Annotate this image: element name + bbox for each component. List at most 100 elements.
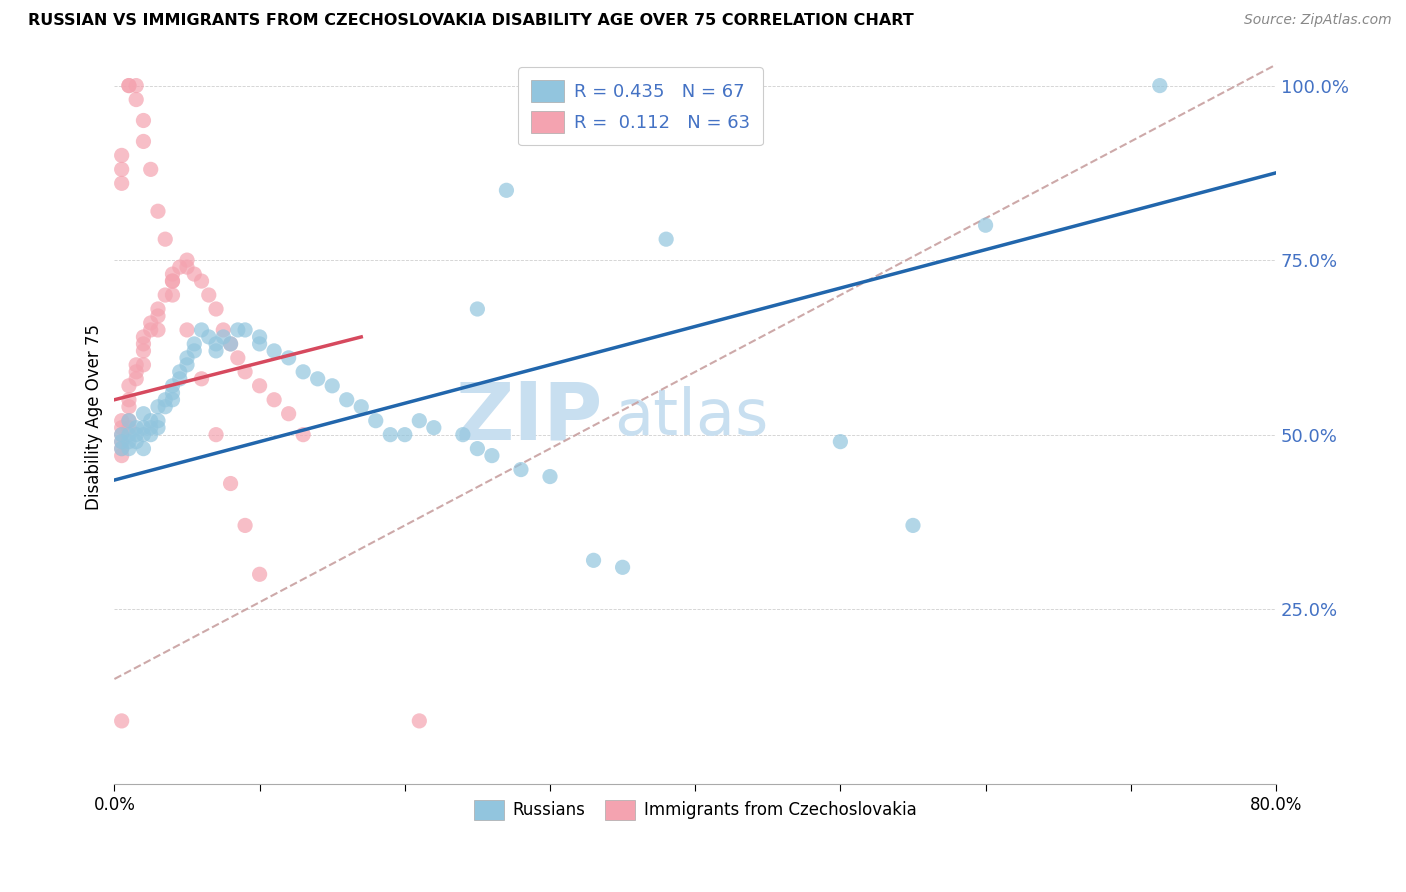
Point xyxy=(132,343,155,358)
Point xyxy=(162,274,184,288)
Point xyxy=(408,714,430,728)
Point xyxy=(321,379,343,393)
Legend: Russians, Immigrants from Czechoslovakia: Russians, Immigrants from Czechoslovakia xyxy=(467,793,922,827)
Point xyxy=(146,309,169,323)
Point xyxy=(162,385,184,400)
Point xyxy=(162,392,184,407)
Point xyxy=(132,427,155,442)
Point xyxy=(155,232,177,246)
Point xyxy=(132,330,155,344)
Point xyxy=(249,330,271,344)
Point xyxy=(111,714,134,728)
Point xyxy=(481,449,503,463)
Point xyxy=(467,442,489,456)
Point xyxy=(146,414,169,428)
Point xyxy=(111,177,134,191)
Point xyxy=(197,330,219,344)
Point xyxy=(118,78,141,93)
Point xyxy=(219,337,242,351)
Point xyxy=(233,518,256,533)
Point xyxy=(111,148,134,162)
Point xyxy=(111,442,134,456)
Point xyxy=(219,337,242,351)
Point xyxy=(169,372,191,386)
Point xyxy=(212,323,235,337)
Point xyxy=(205,301,228,316)
Point xyxy=(162,267,184,281)
Point xyxy=(139,420,162,434)
Point xyxy=(125,365,148,379)
Point xyxy=(205,337,228,351)
Point xyxy=(118,414,141,428)
Point xyxy=(125,420,148,434)
Point xyxy=(212,330,235,344)
Point xyxy=(582,553,605,567)
Point xyxy=(233,323,256,337)
Point xyxy=(495,183,517,197)
Point xyxy=(380,427,402,442)
Point xyxy=(118,400,141,414)
Point xyxy=(125,372,148,386)
Point xyxy=(226,351,249,365)
Point xyxy=(118,414,141,428)
Point xyxy=(111,427,134,442)
Point xyxy=(118,427,141,442)
Point xyxy=(139,323,162,337)
Point xyxy=(510,462,533,476)
Point xyxy=(408,414,430,428)
Point xyxy=(364,414,387,428)
Point xyxy=(169,365,191,379)
Point xyxy=(233,365,256,379)
Point xyxy=(146,400,169,414)
Point xyxy=(176,323,198,337)
Point xyxy=(205,427,228,442)
Point xyxy=(139,427,162,442)
Text: atlas: atlas xyxy=(614,386,768,448)
Point xyxy=(183,343,205,358)
Point xyxy=(132,135,155,149)
Point xyxy=(132,420,155,434)
Point xyxy=(155,392,177,407)
Point xyxy=(155,400,177,414)
Point xyxy=(974,218,997,232)
Point xyxy=(132,407,155,421)
Point xyxy=(292,365,315,379)
Point xyxy=(1149,78,1171,93)
Point xyxy=(226,323,249,337)
Point xyxy=(292,427,315,442)
Point xyxy=(146,204,169,219)
Point xyxy=(125,427,148,442)
Point xyxy=(183,337,205,351)
Point xyxy=(146,323,169,337)
Point xyxy=(139,414,162,428)
Point xyxy=(111,162,134,177)
Text: Source: ZipAtlas.com: Source: ZipAtlas.com xyxy=(1244,13,1392,28)
Point xyxy=(307,372,329,386)
Point xyxy=(125,434,148,449)
Point xyxy=(830,434,852,449)
Y-axis label: Disability Age Over 75: Disability Age Over 75 xyxy=(86,324,103,510)
Point xyxy=(118,434,141,449)
Point xyxy=(155,288,177,302)
Point xyxy=(118,420,141,434)
Point xyxy=(467,301,489,316)
Point xyxy=(162,288,184,302)
Point xyxy=(118,78,141,93)
Point xyxy=(197,288,219,302)
Point xyxy=(132,113,155,128)
Point xyxy=(169,260,191,274)
Point xyxy=(350,400,373,414)
Point xyxy=(249,567,271,582)
Point xyxy=(132,442,155,456)
Point xyxy=(111,442,134,456)
Point xyxy=(118,392,141,407)
Point xyxy=(125,358,148,372)
Point xyxy=(146,301,169,316)
Point xyxy=(139,162,162,177)
Point xyxy=(263,343,285,358)
Point xyxy=(219,476,242,491)
Point xyxy=(125,93,148,107)
Point xyxy=(125,78,148,93)
Point xyxy=(190,323,212,337)
Point xyxy=(176,358,198,372)
